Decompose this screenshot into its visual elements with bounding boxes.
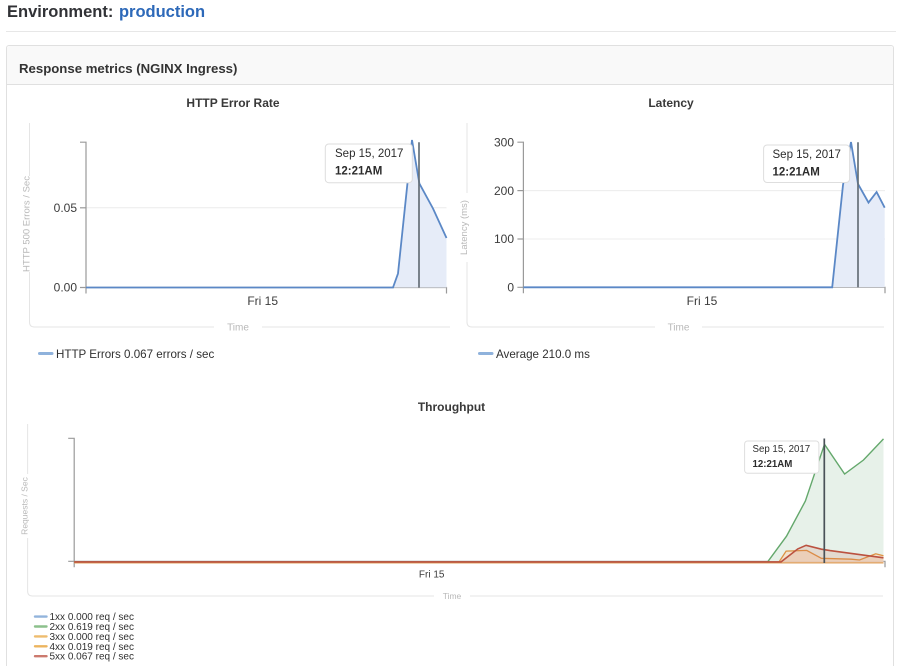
svg-text:200: 200 bbox=[494, 184, 514, 198]
svg-text:Fri 15: Fri 15 bbox=[419, 570, 445, 581]
svg-text:Throughput: Throughput bbox=[418, 400, 485, 414]
svg-text:Fri 15: Fri 15 bbox=[687, 294, 718, 308]
svg-text:Time: Time bbox=[443, 591, 462, 601]
svg-text:0: 0 bbox=[507, 281, 514, 295]
svg-text:5xx 0.067 req / sec: 5xx 0.067 req / sec bbox=[50, 652, 135, 663]
svg-text:12:21AM: 12:21AM bbox=[753, 459, 793, 470]
svg-text:300: 300 bbox=[494, 135, 514, 149]
svg-text:HTTP Error Rate: HTTP Error Rate bbox=[186, 96, 279, 110]
svg-text:Fri 15: Fri 15 bbox=[247, 294, 278, 308]
svg-text:Time: Time bbox=[227, 323, 249, 334]
svg-text:2xx 0.619 req / sec: 2xx 0.619 req / sec bbox=[50, 622, 135, 633]
svg-text:100: 100 bbox=[494, 232, 514, 246]
svg-text:0.00: 0.00 bbox=[54, 281, 78, 295]
svg-text:Requests / Sec: Requests / Sec bbox=[20, 476, 30, 534]
svg-text:Latency (ms): Latency (ms) bbox=[459, 200, 470, 255]
svg-text:12:21AM: 12:21AM bbox=[773, 167, 820, 179]
svg-text:Average 210.0 ms: Average 210.0 ms bbox=[496, 348, 590, 361]
svg-text:HTTP 500 Errors / Sec: HTTP 500 Errors / Sec bbox=[22, 176, 33, 272]
svg-text:Sep 15, 2017: Sep 15, 2017 bbox=[753, 444, 811, 455]
svg-text:Time: Time bbox=[668, 323, 690, 334]
svg-text:HTTP Errors 0.067 errors / sec: HTTP Errors 0.067 errors / sec bbox=[56, 348, 214, 361]
svg-text:1xx 0.000 req / sec: 1xx 0.000 req / sec bbox=[50, 612, 135, 623]
svg-text:Latency: Latency bbox=[648, 96, 694, 110]
svg-text:12:21AM: 12:21AM bbox=[335, 166, 382, 178]
svg-text:4xx 0.019 req / sec: 4xx 0.019 req / sec bbox=[50, 642, 135, 653]
svg-text:Sep 15, 2017: Sep 15, 2017 bbox=[335, 148, 403, 160]
svg-text:Sep 15, 2017: Sep 15, 2017 bbox=[773, 149, 841, 161]
svg-text:0.05: 0.05 bbox=[54, 201, 78, 215]
svg-text:3xx 0.000 req / sec: 3xx 0.000 req / sec bbox=[50, 632, 135, 643]
